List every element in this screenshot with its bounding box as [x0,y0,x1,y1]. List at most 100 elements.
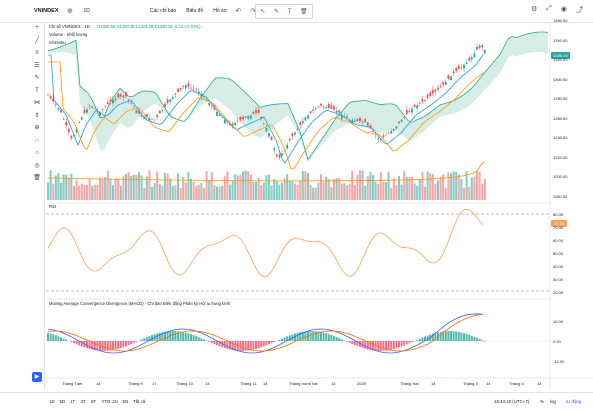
volume-bar [135,175,137,200]
candle [396,126,398,128]
volume-bar [458,174,460,200]
volume-bar [401,185,403,200]
macd-histogram-bar [143,338,145,341]
range-1T[interactable]: 1T [70,399,75,404]
macd-histogram-bar [185,333,187,341]
time-tick: 14 [486,381,490,386]
time-tick: Tháng 11 [240,381,257,386]
volume-bar [107,171,109,200]
candle [318,106,320,107]
macd-histogram-bar [195,336,197,341]
macd-histogram-bar [60,337,62,341]
candle [398,121,400,123]
volume-bar [312,188,314,200]
macd-histogram-bar [200,338,202,341]
macd-histogram-bar [323,333,325,341]
candle [279,155,281,158]
volume-bar [377,184,379,200]
candle [81,117,83,119]
volume-bar [128,172,130,200]
volume-bar [154,183,156,200]
macd-histogram-bar [460,332,462,341]
macd-histogram-bar [401,341,403,347]
macd-histogram-bar [213,341,215,344]
macd-histogram-bar [65,340,67,341]
macd-histogram-bar [479,339,481,341]
range-Tất cả[interactable]: Tất cả [133,399,145,404]
macd-histogram-bar [208,341,210,342]
volume-bar [416,186,418,200]
volume-bar [76,180,78,200]
candle [167,99,169,103]
range-1N[interactable]: 1N [112,399,118,404]
volume-bar [476,171,478,200]
volume-bar [47,182,49,200]
candle [375,134,377,135]
macd-histogram-bar [450,331,452,341]
macd-histogram-bar [250,341,252,350]
range-6T[interactable]: 6T [91,399,96,404]
volume-bar [237,176,239,200]
macd-histogram-bar [203,339,205,341]
macd-histogram-bar [107,341,109,351]
rsi-tick: 50.00 [553,251,563,256]
macd-histogram-bar [304,331,306,341]
candle [91,107,93,108]
volume-bar [112,185,114,200]
macd-histogram-bar [455,331,457,341]
range-1D[interactable]: 1D [49,399,55,404]
volume-bar [330,187,332,200]
candle [175,93,177,94]
candle [450,76,452,80]
macd-histogram-bar [76,341,78,344]
macd-histogram-bar [445,331,447,341]
macd-histogram-bar [281,339,283,341]
volume-bar [94,185,96,200]
macd-histogram-bar [211,341,213,343]
candle [133,106,135,107]
candle [104,106,106,107]
candle [276,154,278,156]
volume-bar [120,186,122,200]
candle [476,47,478,50]
percent-toggle[interactable]: % [540,399,544,404]
time-tick: 14 [263,381,267,386]
rsi-tick: 40.00 [553,264,563,269]
log-toggle[interactable]: log [550,399,556,404]
macd-histogram-bar [174,331,176,341]
volume-bar [341,184,343,200]
range-5N[interactable]: 5N [123,399,129,404]
candle [458,66,460,69]
volume-bar [265,175,267,200]
macd-histogram-bar [167,331,169,341]
candle [128,99,130,100]
candle [463,65,465,69]
candle [193,89,195,90]
auto-toggle[interactable]: tự động [566,399,581,404]
range-5D[interactable]: 5D [60,399,66,404]
macd-histogram-bar [198,337,200,341]
macd-histogram-bar [146,337,148,341]
macd-histogram-bar [351,341,353,344]
candle [169,100,171,102]
candle [125,92,127,96]
volume-bar [50,170,52,200]
volume-bar [307,173,309,200]
volume-bar [338,178,340,200]
volume-bar [294,183,296,200]
volume-bar [362,170,364,200]
volume-bar [255,182,257,200]
candle [164,104,166,107]
macd-histogram-bar [193,335,195,341]
candle [110,100,112,102]
macd-histogram-bar [406,341,408,345]
candle [305,118,307,121]
range-YTD[interactable]: YTD [102,399,111,404]
volume-bar [291,180,293,200]
candle [136,110,138,113]
range-3T[interactable]: 3T [81,399,86,404]
candle [55,104,57,105]
macd-histogram-bar [135,341,137,342]
volume-bar [263,183,265,200]
